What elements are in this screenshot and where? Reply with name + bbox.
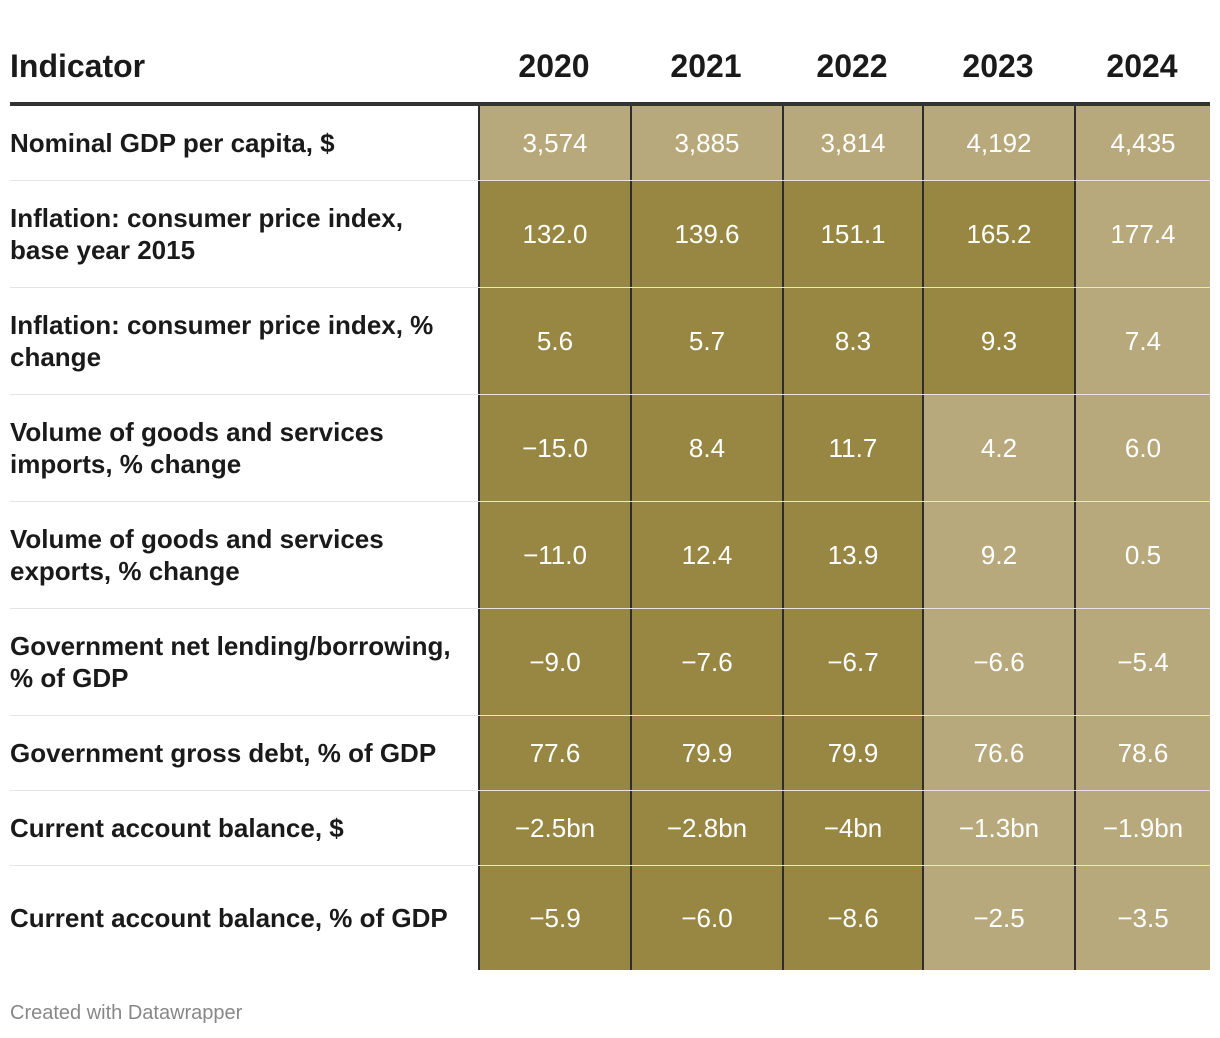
table-cell: −7.6 [630, 609, 782, 715]
table-cell: −2.5 [922, 866, 1074, 970]
table-cell: 12.4 [630, 502, 782, 608]
table-cell: 3,885 [630, 106, 782, 180]
header-year: 2021 [670, 47, 742, 84]
table-row: Volume of goods and services exports, % … [10, 502, 1210, 609]
table-cell: 9.2 [922, 502, 1074, 608]
table-cell: 5.6 [478, 288, 630, 394]
table-cell: −15.0 [478, 395, 630, 501]
table-cell: −2.8bn [630, 791, 782, 865]
table-cell: 132.0 [478, 181, 630, 287]
header-year: 2023 [962, 47, 1034, 84]
table-row: Volume of goods and services imports, % … [10, 395, 1210, 502]
table-cell: 3,574 [478, 106, 630, 180]
table-body: Nominal GDP per capita, $ 3,574 3,885 3,814… [10, 106, 1210, 970]
table-cell: −5.9 [478, 866, 630, 970]
table-header: Indicator 2020 2021 2022 2023 2024 [10, 30, 1210, 106]
table-cell: 7.4 [1074, 288, 1210, 394]
table-cell: 177.4 [1074, 181, 1210, 287]
table-row: Inflation: consumer price index, base ye… [10, 181, 1210, 288]
table-cell: 13.9 [782, 502, 922, 608]
table-cell: −2.5bn [478, 791, 630, 865]
table-cell: 139.6 [630, 181, 782, 287]
row-label: Volume of goods and services exports, % … [10, 524, 384, 586]
row-label: Current account balance, % of GDP [10, 903, 448, 933]
row-label: Government gross debt, % of GDP [10, 738, 437, 768]
table-row: Nominal GDP per capita, $ 3,574 3,885 3,814… [10, 106, 1210, 181]
table-cell: −6.0 [630, 866, 782, 970]
datawrapper-credit: Created with Datawrapper [10, 1002, 243, 1024]
table-row: Government gross debt, % of GDP 77.6 79.9 7… [10, 716, 1210, 791]
table-cell: 76.6 [922, 716, 1074, 790]
table-cell: 79.9 [630, 716, 782, 790]
table-cell: −1.3bn [922, 791, 1074, 865]
table-cell: −6.7 [782, 609, 922, 715]
row-label: Inflation: consumer price index, % chang… [10, 310, 434, 372]
header-year: 2022 [816, 47, 888, 84]
table-cell: −4bn [782, 791, 922, 865]
header-year: 2024 [1106, 47, 1178, 84]
table-cell: −6.6 [922, 609, 1074, 715]
row-label: Inflation: consumer price index, base ye… [10, 203, 403, 265]
header-year: 2020 [518, 47, 590, 84]
table-cell: −3.5 [1074, 866, 1210, 970]
table-cell: −1.9bn [1074, 791, 1210, 865]
table-cell: 78.6 [1074, 716, 1210, 790]
table-cell: 165.2 [922, 181, 1074, 287]
table-cell: 8.4 [630, 395, 782, 501]
table-cell: 151.1 [782, 181, 922, 287]
table-cell: −9.0 [478, 609, 630, 715]
table-cell: −5.4 [1074, 609, 1210, 715]
row-label: Volume of goods and services imports, % … [10, 417, 384, 479]
table-cell: 4,192 [922, 106, 1074, 180]
table-cell: 6.0 [1074, 395, 1210, 501]
table-cell: 79.9 [782, 716, 922, 790]
table-cell: 8.3 [782, 288, 922, 394]
table-row: Government net lending/borrowing, % of G… [10, 609, 1210, 716]
table-cell: −8.6 [782, 866, 922, 970]
data-table: Indicator 2020 2021 2022 2023 2024 Nominal G… [10, 30, 1210, 970]
table-cell: 11.7 [782, 395, 922, 501]
table-cell: 0.5 [1074, 502, 1210, 608]
table-cell: 4,435 [1074, 106, 1210, 180]
table-row: Inflation: consumer price index, % chang… [10, 288, 1210, 395]
row-label: Current account balance, $ [10, 813, 344, 843]
table-cell: −11.0 [478, 502, 630, 608]
table-cell: 3,814 [782, 106, 922, 180]
table-row: Current account balance, % of GDP −5.9 −6.… [10, 866, 1210, 970]
table-cell: 4.2 [922, 395, 1074, 501]
table-cell: 9.3 [922, 288, 1074, 394]
table-row: Current account balance, $ −2.5bn −2.8bn −4… [10, 791, 1210, 866]
header-indicator: Indicator [10, 47, 146, 84]
row-label: Government net lending/borrowing, % of G… [10, 631, 451, 693]
row-label: Nominal GDP per capita, $ [10, 128, 335, 158]
table-cell: 77.6 [478, 716, 630, 790]
table-cell: 5.7 [630, 288, 782, 394]
